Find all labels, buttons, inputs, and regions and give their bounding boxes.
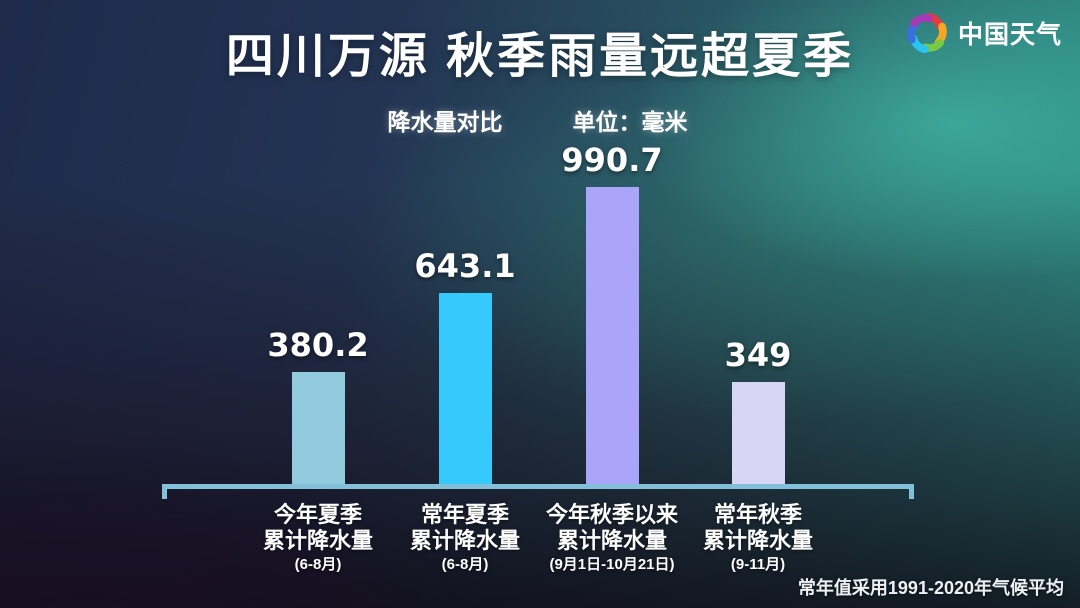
x-axis-label: 常年秋季 累计降水量 (9-11月) — [648, 502, 868, 574]
axis-end-tick-left — [162, 484, 167, 499]
chart-subtitle: 降水量对比 — [387, 109, 503, 135]
category-period: (9月1日-10月21日) — [549, 555, 675, 573]
unit-label: 单位：毫米 — [572, 109, 688, 135]
bar-value-label: 349 — [724, 336, 792, 374]
logo-pinwheel-icon — [907, 12, 947, 54]
category-name: 累计降水量 — [409, 528, 520, 554]
category-name: 常年秋季 — [713, 502, 802, 527]
category-period: (6-8月) — [294, 555, 342, 573]
category-name: 累计降水量 — [702, 528, 813, 554]
category-name: 今年夏季 — [273, 502, 362, 527]
category-period: (6-8月) — [441, 555, 489, 573]
category-name: 累计降水量 — [556, 528, 667, 554]
category-period: (9-11月) — [730, 555, 786, 573]
x-axis-label: 今年夏季 累计降水量 (6-8月) — [208, 502, 428, 574]
x-axis-label: 今年秋季以来 累计降水量 (9月1日-10月21日) — [502, 502, 722, 574]
category-name: 累计降水量 — [262, 528, 373, 554]
bar-value-label: 643.1 — [414, 247, 516, 285]
category-name: 常年夏季 — [420, 502, 509, 527]
bar — [586, 187, 639, 488]
bar — [439, 293, 492, 488]
x-axis-line — [162, 484, 914, 489]
footnote: 常年值采用1991-2020年气候平均 — [797, 578, 1064, 598]
bar — [292, 372, 345, 488]
brand-logo: 中国天气 — [904, 10, 1062, 56]
bar-value-label: 380.2 — [267, 326, 369, 364]
bar — [732, 382, 785, 488]
page-title: 四川万源 秋季雨量远超夏季 — [225, 30, 855, 83]
bar-value-label: 990.7 — [561, 141, 663, 179]
x-axis-label: 常年夏季 累计降水量 (6-8月) — [355, 502, 575, 574]
logo-text: 中国天气 — [957, 21, 1062, 49]
axis-end-tick-right — [909, 484, 914, 499]
category-name: 今年秋季以来 — [545, 502, 678, 527]
